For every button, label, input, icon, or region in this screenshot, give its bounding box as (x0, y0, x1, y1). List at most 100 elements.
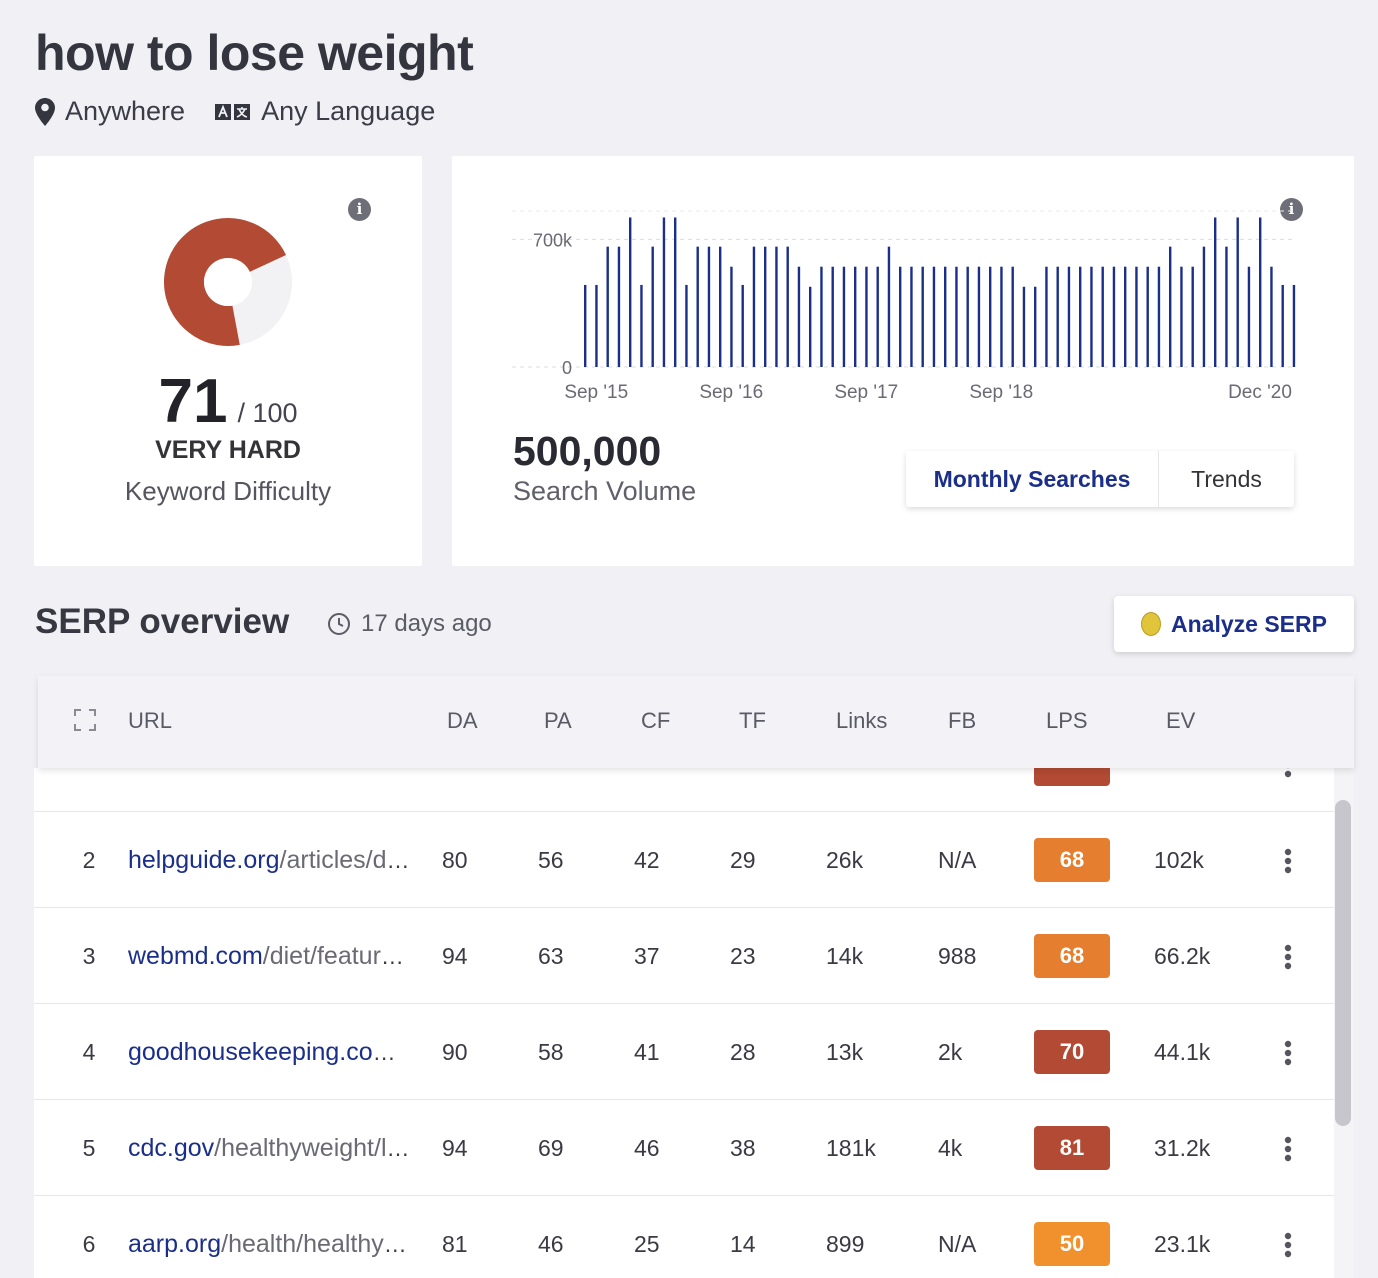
x-tick-label: Sep '18 (969, 382, 1033, 403)
more-options-icon[interactable] (1283, 1136, 1293, 1162)
chart-bar (797, 266, 801, 367)
row-cf: 25 (634, 1231, 660, 1257)
row-tf: 14 (730, 1231, 756, 1257)
row-da: 80 (442, 847, 468, 873)
chart-mode-toggle: Monthly Searches Trends (906, 451, 1294, 507)
row-da: 94 (442, 943, 468, 969)
location-pin-icon (35, 97, 55, 126)
chart-bar (1247, 266, 1251, 367)
trends-tab[interactable]: Trends (1191, 465, 1262, 492)
more-options-icon[interactable] (1283, 1232, 1293, 1258)
analyze-serp-button[interactable]: Analyze SERP (1114, 596, 1354, 652)
lps-badge: 68 (1034, 934, 1110, 978)
chart-bar (707, 246, 711, 367)
column-da[interactable]: DA (447, 708, 478, 733)
x-tick-label: Sep '17 (834, 382, 898, 403)
info-icon[interactable]: i (348, 198, 371, 221)
more-options-icon[interactable] (1283, 1040, 1293, 1066)
url-domain: cdc.gov (128, 1134, 215, 1162)
column-url[interactable]: URL (128, 708, 173, 733)
chart-bar (1022, 286, 1026, 367)
row-pa: 56 (538, 847, 564, 873)
chart-bar (921, 266, 924, 367)
chart-bar (1202, 246, 1206, 367)
chart-bar (786, 246, 789, 367)
monthly-searches-tab[interactable]: Monthly Searches (906, 451, 1159, 507)
table-row[interactable]: 2 helpguide.org/articles/diets/how-to-lo… (34, 812, 1334, 908)
lps-badge: 70 (1034, 1030, 1110, 1074)
chart-bar (1011, 266, 1014, 367)
column-pa[interactable]: PA (544, 708, 572, 733)
chart-bar (1292, 284, 1296, 367)
table-row[interactable]: 4 goodhousekeeping.com/health/diet-nutri… (34, 1004, 1334, 1100)
url-path: /health/diet-nutrition (393, 1038, 413, 1066)
chart-bar (1180, 266, 1183, 367)
chart-bar (764, 246, 767, 367)
row-pa: 63 (538, 943, 564, 969)
row-cf: 42 (634, 847, 660, 873)
row-url-link[interactable]: webmd.com/diet/features/how-to-lose-weig… (128, 908, 413, 1004)
row-rank: 2 (82, 847, 96, 873)
row-url-link[interactable]: cdc.gov/healthyweight/losing_weight (128, 1100, 413, 1196)
chart-bar (1157, 266, 1161, 367)
chart-bar (1281, 284, 1284, 367)
chart-bar (1191, 266, 1194, 367)
y-tick-label: 700k (533, 230, 573, 250)
chart-bar (854, 266, 857, 367)
row-url-link[interactable]: helpguide.org/articles/diets/how-to-lose… (128, 812, 413, 908)
chart-bar (1045, 266, 1048, 367)
row-fb: 4k (938, 1135, 963, 1161)
chart-bar (1214, 217, 1217, 367)
language-label: Any Language (261, 96, 436, 126)
row-da: 81 (442, 1231, 468, 1257)
chart-bar (1112, 266, 1116, 367)
url-domain: helpguide.org (128, 846, 280, 874)
row-url-link[interactable]: goodhousekeeping.com/health/diet-nutriti… (128, 1004, 413, 1100)
row-da: 90 (442, 1039, 468, 1065)
table-row[interactable]: 5 cdc.gov/healthyweight/losing_weight 94… (34, 1100, 1334, 1196)
row-links: 899 (826, 1231, 865, 1257)
table-row[interactable] (34, 768, 1334, 812)
row-tf: 23 (730, 943, 756, 969)
translate-icon (215, 103, 251, 120)
chart-bar (1236, 217, 1239, 367)
difficulty-donut (164, 218, 292, 346)
location-filter[interactable]: Anywhere (35, 96, 185, 127)
column-cf[interactable]: CF (641, 708, 671, 733)
table-row[interactable]: 3 webmd.com/diet/features/how-to-lose-we… (34, 908, 1334, 1004)
x-tick-label: Sep '16 (699, 382, 763, 403)
column-tf[interactable]: TF (739, 708, 766, 733)
more-options-icon[interactable] (1283, 944, 1293, 970)
table-scrollbar-thumb[interactable] (1335, 800, 1351, 1126)
column-fb[interactable]: FB (948, 708, 977, 733)
row-ev: 44.1k (1154, 1039, 1211, 1065)
column-links[interactable]: Links (836, 708, 888, 733)
language-filter[interactable]: Any Language (215, 96, 435, 127)
y-tick-label: 0 (562, 358, 572, 378)
chart-bar (1034, 286, 1037, 367)
serp-overview-title: SERP overview (35, 602, 290, 641)
expand-icon[interactable] (74, 709, 96, 731)
more-options-icon[interactable] (1283, 768, 1293, 778)
info-icon[interactable]: i (1280, 198, 1303, 221)
chart-bar (910, 266, 913, 367)
url-path: /health/healthy-living (221, 1230, 413, 1258)
row-pa: 58 (538, 1039, 564, 1065)
chart-bar (932, 266, 936, 367)
row-da: 94 (442, 1135, 468, 1161)
chart-bar (809, 286, 812, 367)
keyword-title: how to lose weight (35, 25, 474, 81)
row-tf: 38 (730, 1135, 756, 1161)
row-tf: 29 (730, 847, 756, 873)
row-fb: 2k (938, 1039, 963, 1065)
url-domain: webmd.com (128, 942, 263, 970)
column-lps[interactable]: LPS (1046, 708, 1088, 733)
chart-bar (584, 284, 587, 367)
table-row[interactable]: 6 aarp.org/health/healthy-living 81 46 2… (34, 1196, 1334, 1278)
row-url-link[interactable]: aarp.org/health/healthy-living (128, 1196, 413, 1278)
more-options-icon[interactable] (1283, 848, 1293, 874)
row-tf: 28 (730, 1039, 756, 1065)
serp-table: 2 helpguide.org/articles/diets/how-to-lo… (34, 768, 1334, 1278)
chart-bar (977, 266, 981, 367)
column-ev[interactable]: EV (1166, 708, 1196, 733)
